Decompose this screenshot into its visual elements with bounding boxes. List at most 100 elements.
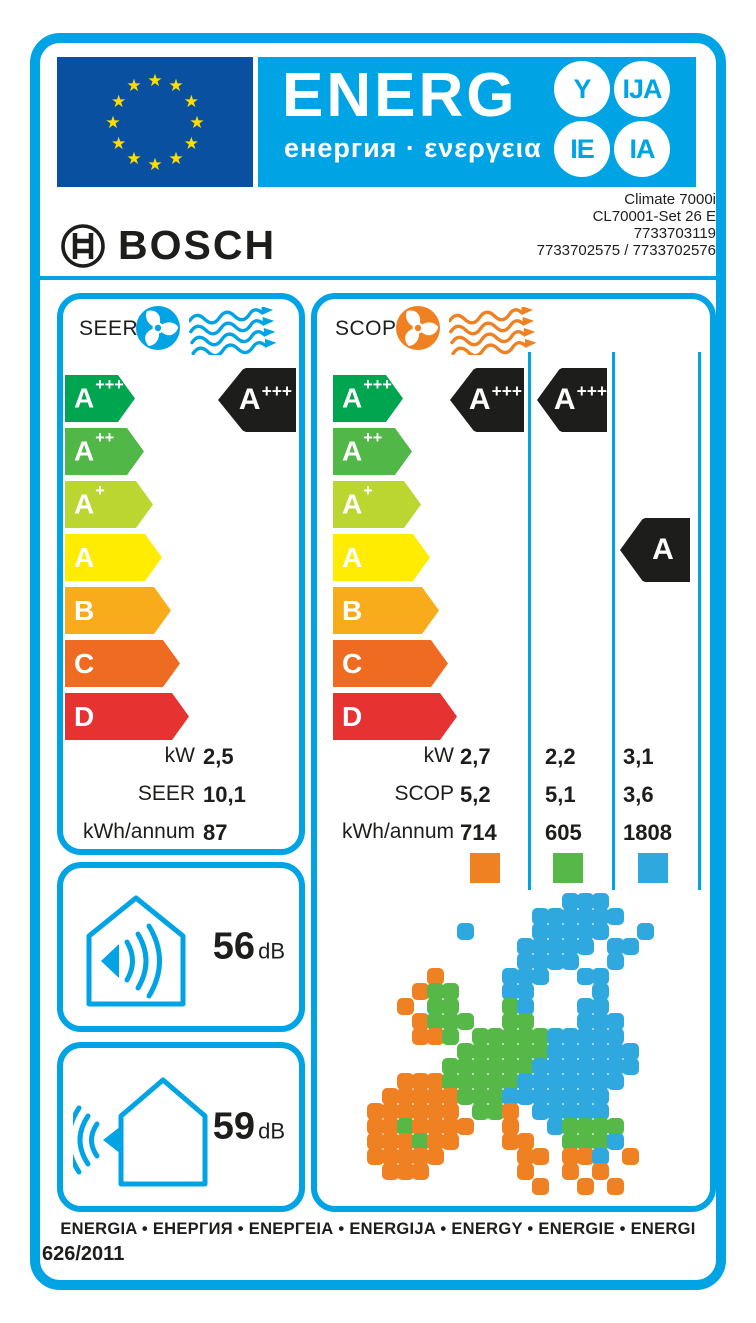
row-value-average: 5,1 (545, 782, 576, 807)
map-cell (502, 1058, 519, 1075)
row-value-average: 605 (545, 820, 582, 845)
map-cell (532, 908, 549, 925)
energ-suffix-circles: Y IJA IE IA (554, 61, 676, 183)
map-cell (517, 1058, 534, 1075)
map-cell (547, 1073, 564, 1090)
map-cell (412, 1073, 429, 1090)
map-cell (562, 908, 579, 925)
map-cell (472, 1088, 489, 1105)
map-cell (577, 923, 594, 940)
scale-grade-D: D (333, 693, 457, 740)
map-cell (592, 1118, 609, 1135)
map-cell (427, 1148, 444, 1165)
map-cell (562, 1118, 579, 1135)
map-cell (502, 1103, 519, 1120)
map-cell (577, 1178, 594, 1195)
map-cell (427, 1133, 444, 1150)
map-cell (412, 983, 429, 1000)
map-cell (412, 1013, 429, 1030)
map-cell (502, 998, 519, 1015)
map-cell (502, 1088, 519, 1105)
scale-grade-C: C (333, 640, 448, 687)
map-cell (592, 1028, 609, 1045)
map-cell (592, 1043, 609, 1060)
scale-grade-A: A (65, 534, 162, 581)
seer-rating-arrow: A +++ (218, 368, 296, 432)
map-cell (427, 1118, 444, 1135)
row-value-cold: 3,1 (623, 744, 654, 769)
map-cell (502, 1118, 519, 1135)
cool-air-waves-icon (189, 307, 277, 355)
map-cell (517, 983, 534, 1000)
map-cell (607, 1043, 624, 1060)
eu-star-icon: ★ (111, 91, 127, 111)
map-cell (532, 1058, 549, 1075)
map-cell (427, 998, 444, 1015)
energ-band: ENERG енергия · ενεργεια Y IJA IE IA (258, 57, 696, 187)
map-cell (607, 1073, 624, 1090)
map-cell (457, 1073, 474, 1090)
map-cell (592, 1073, 609, 1090)
map-cell (427, 1028, 444, 1045)
seer-title: SEER (79, 317, 139, 340)
map-cell (397, 1103, 414, 1120)
map-cell (577, 1043, 594, 1060)
map-cell (547, 1088, 564, 1105)
energy-words: ENERGIA • ЕНЕРГИЯ • ΕΝΕΡΓΕΙΑ • ENERGIJA … (60, 1220, 696, 1238)
row-value: 10,1 (203, 782, 246, 807)
map-cell (442, 1028, 459, 1045)
map-cell (592, 1088, 609, 1105)
scale-grade-C: C (65, 640, 180, 687)
db-unit: dB (258, 938, 285, 964)
map-cell (592, 1013, 609, 1030)
eu-star-icon: ★ (126, 148, 142, 168)
map-cell (487, 1043, 504, 1060)
map-cell (427, 1013, 444, 1030)
brand-name: BOSCH (118, 222, 277, 268)
eu-star-icon: ★ (126, 76, 142, 96)
map-cell (427, 1103, 444, 1120)
map-cell (577, 1058, 594, 1075)
scop-rating-arrow-average: A +++ (537, 368, 607, 432)
db-number: 59 (212, 1105, 256, 1148)
zone-separator (698, 352, 701, 890)
map-cell (517, 1073, 534, 1090)
eu-flag: ★ ★ ★ ★ ★ ★ ★ ★ ★ ★ ★ ★ (57, 57, 253, 187)
map-cell (547, 1118, 564, 1135)
map-cell (577, 1118, 594, 1135)
eu-star-icon: ★ (183, 91, 199, 111)
map-cell (577, 908, 594, 925)
row-value: 2,5 (203, 744, 234, 769)
map-cell (502, 1073, 519, 1090)
map-cell (397, 1118, 414, 1135)
map-cell (382, 1103, 399, 1120)
map-cell (367, 1133, 384, 1150)
regulation-number: 626/2011 (42, 1243, 125, 1265)
zone-separator (612, 352, 615, 890)
map-cell (382, 1163, 399, 1180)
energ-subtitle: енергия · ενεργεια (284, 133, 542, 163)
map-cell (502, 1133, 519, 1150)
map-cell (562, 1133, 579, 1150)
outdoor-sound-icon (73, 1077, 208, 1187)
seer-row-seer: SEER 10,1 (63, 782, 299, 812)
cooling-fan-icon (136, 306, 180, 350)
indoor-noise-value: 56 dB (213, 926, 285, 969)
eu-star-icon: ★ (189, 112, 205, 132)
map-cell (442, 1088, 459, 1105)
map-cell (562, 1073, 579, 1090)
map-cell (577, 998, 594, 1015)
scop-panel: SCOP A+++ A++ A (311, 293, 716, 1212)
map-cell (607, 1118, 624, 1135)
map-cell (382, 1118, 399, 1135)
eu-star-icon: ★ (105, 112, 121, 132)
seer-row-annum: kWh/annum 87 (63, 820, 299, 850)
map-cell (577, 1088, 594, 1105)
map-cell (577, 1133, 594, 1150)
map-cell (547, 1103, 564, 1120)
map-cell (397, 1088, 414, 1105)
map-cell (397, 1163, 414, 1180)
map-cell (637, 923, 654, 940)
scale-grade-A+: A+ (333, 481, 421, 528)
map-cell (592, 1148, 609, 1165)
